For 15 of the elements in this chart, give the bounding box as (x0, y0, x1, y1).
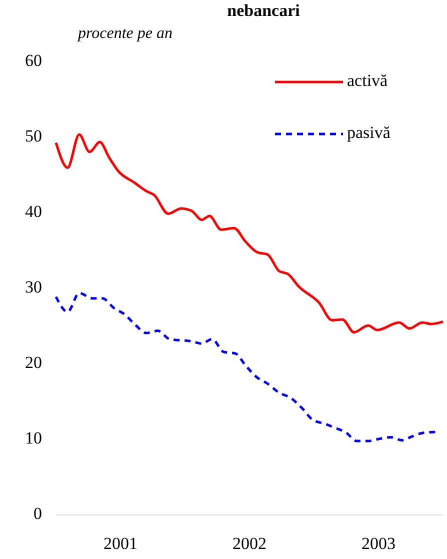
y-tick-label: 60 (25, 50, 42, 70)
x-tick-label: 2003 (362, 534, 396, 553)
y-axis-title: procente pe an (77, 25, 172, 42)
y-tick-label: 10 (25, 428, 42, 448)
x-tick-label: 2002 (232, 534, 266, 553)
y-tick-label: 0 (34, 504, 42, 523)
legend-label: pasivă (347, 122, 391, 142)
legend-label: activă (347, 70, 388, 90)
y-tick-label: 50 (25, 126, 42, 146)
x-tick-label: 2001 (104, 534, 138, 553)
y-tick-label: 40 (25, 202, 42, 221)
y-tick-label: 30 (25, 277, 42, 296)
y-tick-label: 20 (25, 352, 42, 372)
line-series (54, 292, 437, 442)
chart-title: nebancari (227, 1, 300, 20)
